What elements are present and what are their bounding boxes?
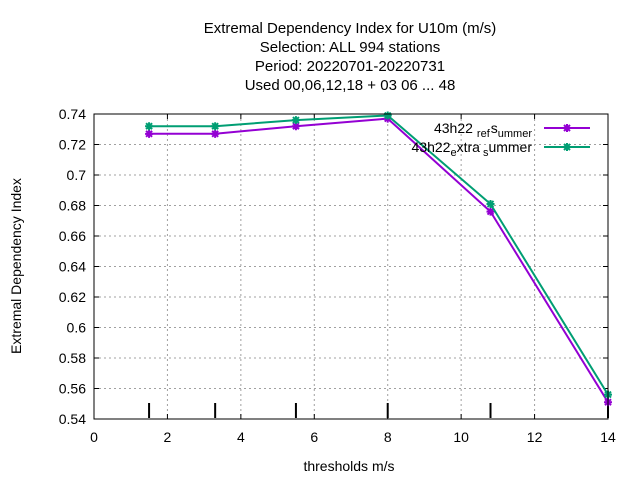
y-axis-label: Extremal Dependency Index	[8, 178, 24, 354]
legend-extra-part-5: ummer	[488, 139, 532, 155]
legend-ref-part-2: ref	[477, 128, 491, 140]
x-tick-label: 14	[600, 429, 616, 445]
y-tick-label: 0.54	[59, 411, 86, 427]
legend-extra-part-3: xtra	[457, 139, 481, 155]
x-tick-label: 6	[310, 429, 318, 445]
data-point	[211, 129, 220, 138]
y-tick-label: 0.7	[67, 167, 87, 183]
y-tick-label: 0.72	[59, 137, 86, 153]
title-line-1: Extremal Dependency Index for U10m (m/s)	[204, 20, 497, 37]
legend-ref-part-4: ummer	[498, 128, 533, 140]
series-1	[145, 111, 612, 399]
data-point	[145, 129, 154, 138]
series-layer	[145, 111, 612, 407]
legend: 43h22 refsummer 43h22extra summer	[412, 120, 590, 159]
data-point	[291, 122, 300, 131]
y-tick-label: 0.56	[59, 381, 86, 397]
x-tick-label: 12	[527, 429, 543, 445]
data-point	[563, 143, 571, 151]
legend-extra-part-1: 43h22	[412, 139, 451, 155]
x-tick-label: 8	[384, 429, 392, 445]
x-tick-label: 10	[453, 429, 469, 445]
series-line	[149, 117, 609, 403]
legend-extra-part-2: e	[450, 147, 456, 159]
legend-label-extra: 43h22extra summer	[412, 139, 533, 159]
data-point	[383, 111, 392, 120]
data-point	[291, 116, 300, 125]
grid	[94, 114, 608, 419]
legend-label-ref: 43h22 refsummer	[434, 120, 532, 140]
series-line	[149, 114, 609, 396]
y-tick-label: 0.64	[59, 259, 86, 275]
data-point	[563, 124, 571, 132]
x-tick-label: 0	[90, 429, 98, 445]
axis-ticks: 0 2 4 6 8 10 12 14 0.54 0.56 0.58 0.6 0.62 0.64 0.66 0.…	[59, 106, 616, 445]
x-tick-label: 4	[237, 429, 245, 445]
y-tick-label: 0.66	[59, 228, 86, 244]
x-axis-label: thresholds m/s	[303, 458, 394, 474]
y-tick-label: 0.58	[59, 350, 86, 366]
chart-title: Extremal Dependency Index for U10m (m/s)…	[204, 20, 497, 94]
data-point	[211, 122, 220, 131]
title-line-2: Selection: ALL 994 stations	[260, 39, 440, 56]
plot-frame	[93, 113, 609, 420]
threshold-markers	[148, 403, 609, 418]
legend-ref-part-1: 43h22	[434, 120, 473, 136]
y-tick-label: 0.6	[67, 320, 87, 336]
series-0	[145, 114, 612, 407]
y-tick-label: 0.68	[59, 198, 86, 214]
legend-extra-part-4: s	[483, 147, 489, 159]
data-point	[486, 199, 495, 208]
title-line-3: Period: 20220701-20220731	[255, 58, 445, 75]
title-line-4: Used 00,06,12,18 + 03 06 ... 48	[245, 77, 456, 94]
x-tick-label: 2	[164, 429, 172, 445]
y-tick-label: 0.62	[59, 289, 86, 305]
legend-ref-part-3: s	[491, 120, 498, 136]
data-point	[486, 207, 495, 216]
y-tick-label: 0.74	[59, 106, 86, 122]
data-point	[145, 122, 154, 131]
